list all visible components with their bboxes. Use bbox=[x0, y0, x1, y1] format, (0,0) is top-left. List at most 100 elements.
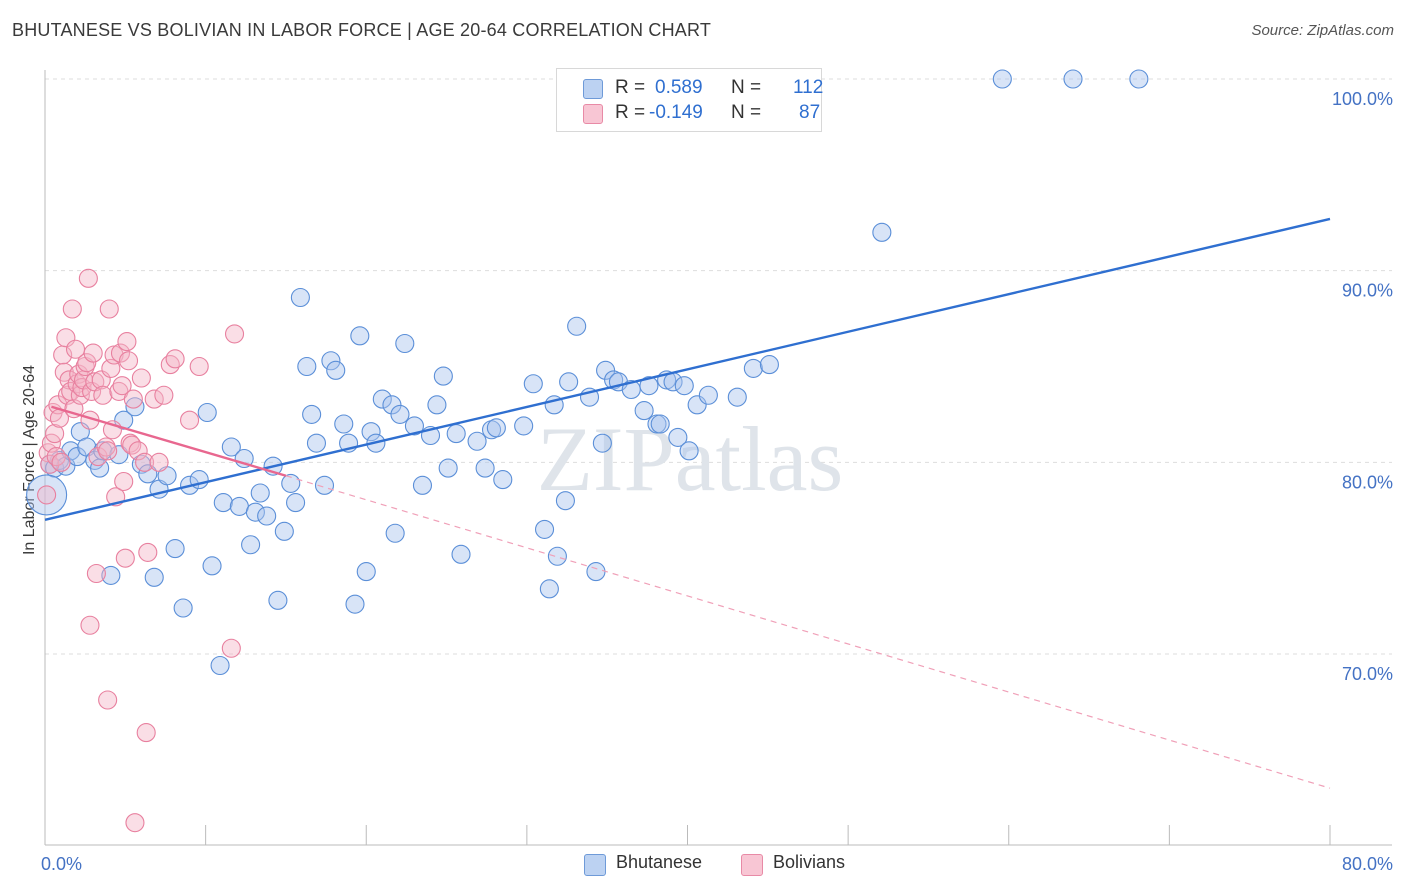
data-point-bhutanese bbox=[514, 416, 534, 436]
data-point-bolivians bbox=[112, 376, 132, 396]
data-point-bhutanese bbox=[213, 493, 233, 513]
correlation-legend: R = 0.589 N = 112 R = -0.149 N = 87 bbox=[556, 68, 824, 132]
data-point-bhutanese bbox=[539, 579, 559, 599]
data-point-bolivians bbox=[117, 332, 137, 352]
data-point-bhutanese bbox=[555, 491, 575, 511]
legend-r-label: R = bbox=[615, 102, 646, 123]
series-swatch-blue bbox=[584, 854, 606, 876]
data-point-bolivians bbox=[70, 385, 90, 405]
series-label-bolivians: Bolivians bbox=[773, 852, 846, 872]
data-point-bolivians bbox=[110, 343, 131, 363]
data-point-bhutanese bbox=[297, 356, 317, 377]
data-point-bhutanese bbox=[567, 316, 587, 336]
chart-title: BHUTANESE VS BOLIVIAN IN LABOR FORCE | A… bbox=[12, 20, 712, 40]
data-point-bhutanese bbox=[451, 544, 471, 564]
data-point-bhutanese bbox=[125, 397, 145, 417]
series-label-bhutanese: Bhutanese bbox=[616, 852, 703, 872]
data-point-bhutanese bbox=[202, 556, 222, 576]
data-point-bhutanese bbox=[592, 433, 612, 453]
data-point-bhutanese bbox=[350, 326, 370, 346]
data-point-bolivians bbox=[98, 441, 118, 461]
trendline-bolivians bbox=[51, 405, 287, 477]
data-point-bolivians bbox=[123, 389, 143, 409]
data-point-bhutanese bbox=[302, 404, 322, 424]
y-tick-label: 80.0% bbox=[1342, 472, 1393, 492]
x-tick-label: 0.0% bbox=[41, 854, 82, 874]
data-point-bhutanese bbox=[523, 374, 543, 394]
data-point-bhutanese bbox=[650, 414, 670, 434]
data-point-bhutanese bbox=[698, 385, 718, 405]
data-point-bhutanese bbox=[390, 404, 410, 424]
legend-n-label: N = bbox=[731, 102, 762, 123]
data-point-bolivians bbox=[128, 441, 148, 461]
data-point-bhutanese bbox=[743, 358, 763, 378]
data-point-bhutanese bbox=[345, 594, 365, 614]
data-point-bolivians bbox=[98, 690, 118, 710]
data-point-bhutanese bbox=[992, 69, 1012, 89]
data-point-bhutanese bbox=[687, 395, 707, 415]
y-tick-label: 100.0% bbox=[1332, 89, 1393, 109]
data-point-bhutanese bbox=[361, 422, 381, 442]
data-point-bhutanese bbox=[229, 496, 249, 516]
data-point-bolivians bbox=[154, 385, 174, 405]
data-point-bolivians bbox=[180, 410, 200, 430]
data-point-bhutanese bbox=[486, 418, 506, 438]
data-point-bhutanese bbox=[197, 402, 217, 423]
data-point-bhutanese bbox=[321, 351, 341, 371]
data-point-bhutanese bbox=[274, 521, 294, 541]
data-point-bolivians bbox=[45, 424, 65, 444]
data-point-bhutanese bbox=[759, 355, 779, 375]
legend-n-label: N = bbox=[731, 77, 762, 98]
data-point-bhutanese bbox=[173, 598, 193, 618]
data-point-bolivians bbox=[99, 299, 119, 319]
data-point-bolivians bbox=[78, 268, 98, 288]
data-point-bolivians bbox=[135, 452, 155, 472]
data-point-bhutanese bbox=[385, 523, 405, 543]
data-point-bhutanese bbox=[668, 427, 688, 447]
data-point-bolivians bbox=[51, 452, 71, 472]
data-point-bhutanese bbox=[679, 441, 699, 461]
legend-r-value: -0.149 bbox=[649, 102, 703, 123]
data-point-bolivians bbox=[136, 723, 156, 743]
data-point-bhutanese bbox=[475, 458, 495, 478]
data-point-bhutanese bbox=[412, 475, 433, 495]
data-point-bolivians bbox=[83, 343, 103, 363]
data-point-bhutanese bbox=[872, 222, 892, 242]
data-point-bolivians bbox=[115, 548, 135, 568]
data-point-bolivians bbox=[86, 563, 106, 584]
data-point-bolivians bbox=[80, 615, 100, 635]
legend-swatch-blue bbox=[583, 79, 603, 99]
data-point-bhutanese bbox=[395, 333, 415, 354]
data-point-bhutanese bbox=[138, 464, 158, 484]
data-point-bolivians bbox=[77, 353, 97, 373]
data-point-bhutanese bbox=[144, 567, 164, 587]
data-point-bolivians bbox=[62, 299, 82, 319]
data-point-bhutanese bbox=[245, 502, 265, 522]
legend-r-value: 0.589 bbox=[655, 77, 703, 98]
data-point-bhutanese bbox=[210, 655, 230, 676]
series-swatch-pink bbox=[741, 854, 763, 876]
data-point-bolivians bbox=[144, 389, 164, 409]
data-point-bhutanese bbox=[290, 287, 310, 308]
data-point-bhutanese bbox=[257, 506, 277, 526]
data-point-bolivians bbox=[88, 447, 108, 467]
data-point-bhutanese bbox=[559, 372, 579, 392]
data-point-bolivians bbox=[37, 485, 57, 505]
data-point-bhutanese bbox=[634, 401, 654, 421]
legend-n-value: 112 bbox=[793, 77, 824, 98]
y-tick-label: 90.0% bbox=[1342, 281, 1393, 301]
data-point-bhutanese bbox=[26, 474, 68, 516]
data-point-bolivians bbox=[224, 324, 245, 344]
data-point-bhutanese bbox=[596, 360, 616, 380]
data-point-bolivians bbox=[221, 638, 241, 658]
data-point-bolivians bbox=[104, 345, 124, 365]
data-point-bolivians bbox=[149, 452, 169, 472]
data-point-bolivians bbox=[118, 351, 139, 371]
y-tick-label: 70.0% bbox=[1342, 664, 1393, 684]
legend-n-value: 87 bbox=[799, 102, 821, 123]
data-point-bhutanese bbox=[674, 376, 694, 396]
legend-r-label: R = bbox=[615, 77, 646, 98]
data-point-bhutanese bbox=[326, 360, 346, 380]
data-point-bhutanese bbox=[427, 395, 447, 415]
